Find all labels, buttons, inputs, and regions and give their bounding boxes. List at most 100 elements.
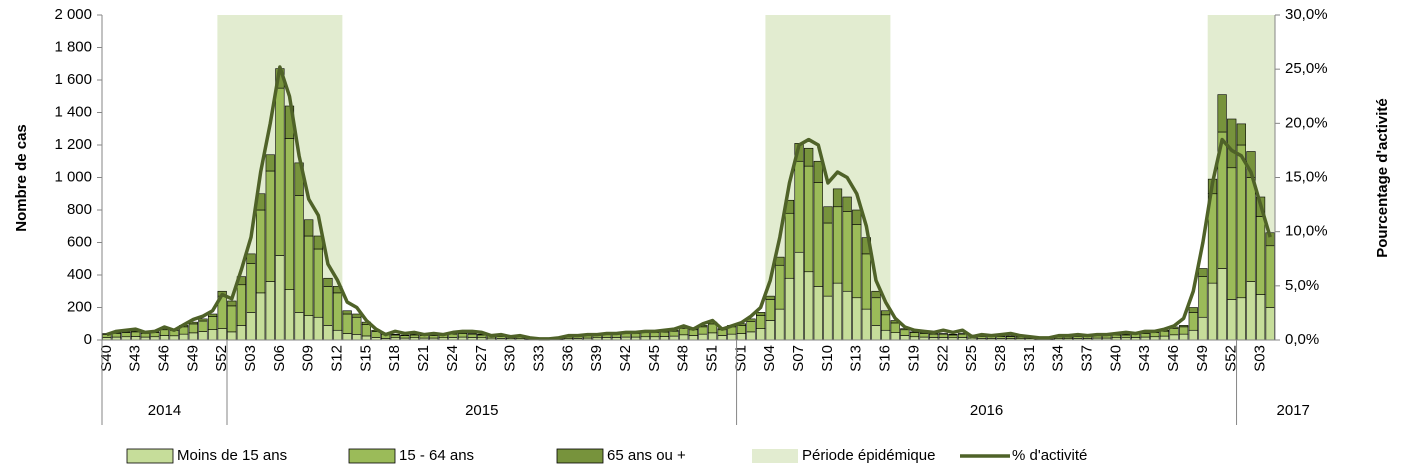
bar-segment <box>1160 331 1169 336</box>
bar-segment <box>814 161 823 182</box>
bar-segment <box>189 324 198 333</box>
bar-segment <box>785 213 794 278</box>
x-tick-label: S30 <box>502 345 519 372</box>
bar-segment <box>1189 330 1198 340</box>
bar-segment <box>670 331 679 336</box>
y-tick-label: 1 800 <box>54 38 92 55</box>
bar-segment <box>881 315 890 330</box>
x-tick-label: S01 <box>732 345 749 372</box>
x-tick-label: S15 <box>357 345 374 372</box>
legend-swatch <box>557 449 603 463</box>
bar-segment <box>901 335 910 340</box>
bar-segment <box>949 334 958 335</box>
y2-tick-label: 25,0% <box>1285 60 1328 77</box>
bar-segment <box>872 291 881 298</box>
bar-segment <box>901 330 910 336</box>
bar-segment <box>1266 308 1275 341</box>
bar-segment <box>1199 269 1208 277</box>
bar-segment <box>862 309 871 340</box>
bar-segment <box>1237 124 1246 145</box>
bar-segment <box>266 282 275 341</box>
bar-segment <box>1160 336 1169 340</box>
bar-segment <box>804 148 813 166</box>
bar-segment <box>324 286 333 325</box>
bar-segment <box>391 335 400 338</box>
bar-segment <box>833 283 842 340</box>
bar-segment <box>237 325 246 340</box>
x-tick-label: S45 <box>646 345 663 372</box>
bar-segment <box>1122 335 1131 338</box>
bar-segment <box>1199 317 1208 340</box>
legend-label: 15 - 64 ans <box>399 447 474 464</box>
bar-segment <box>227 306 236 332</box>
legend-label: 65 ans ou + <box>607 447 686 464</box>
bar-segment <box>699 327 708 334</box>
bar-segment <box>1227 299 1236 340</box>
y-tick-label: 1 400 <box>54 103 92 120</box>
y-tick-label: 800 <box>67 201 92 218</box>
bar-segment <box>852 210 861 225</box>
bar-segment <box>718 335 727 340</box>
y2-tick-label: 10,0% <box>1285 223 1328 240</box>
bar-segment <box>958 334 967 337</box>
bar-segment <box>785 278 794 340</box>
bar-segment <box>747 321 756 332</box>
bar-segment <box>285 290 294 340</box>
legend-label: Moins de 15 ans <box>177 447 287 464</box>
bar-segment <box>776 265 785 309</box>
bar-segment <box>179 334 188 340</box>
bar-segment <box>276 256 285 341</box>
bar-segment <box>804 166 813 272</box>
bar-segment <box>862 254 871 309</box>
bar-segment <box>679 328 688 335</box>
bar-segment <box>872 298 881 326</box>
y2-axis-title: Pourcentage d'activité <box>1374 98 1391 257</box>
y2-tick-label: 20,0% <box>1285 114 1328 131</box>
bar-segment <box>824 296 833 340</box>
bar-segment <box>131 336 140 340</box>
x-tick-label: S07 <box>790 345 807 372</box>
bar-segment <box>343 311 352 314</box>
x-tick-label: S06 <box>271 345 288 372</box>
x-tick-label: S31 <box>1021 345 1038 372</box>
bar-segment <box>208 330 217 340</box>
bar-segment <box>881 311 890 315</box>
x-tick-label: S09 <box>300 345 317 372</box>
bar-segment <box>1218 269 1227 341</box>
bar-segment <box>949 335 958 338</box>
bar-segment <box>208 317 217 330</box>
bar-segment <box>776 309 785 340</box>
bar-segment <box>170 336 179 340</box>
bar-segment <box>199 332 208 340</box>
bar-segment <box>1247 282 1256 341</box>
legend-swatch <box>127 449 173 463</box>
bar-segment <box>227 332 236 340</box>
bar-segment <box>304 220 313 236</box>
bar-segment <box>843 212 852 292</box>
bar-segment <box>1179 334 1188 340</box>
x-tick-label: S46 <box>155 345 172 372</box>
x-tick-label: S51 <box>704 345 721 372</box>
bar-segment <box>766 296 775 299</box>
bar-segment <box>660 336 669 340</box>
y-tick-label: 0 <box>84 331 92 348</box>
bar-segment <box>401 336 410 338</box>
x-tick-label: S46 <box>1165 345 1182 372</box>
bar-segment <box>699 334 708 340</box>
bar-segment <box>1237 298 1246 340</box>
y-tick-label: 200 <box>67 298 92 315</box>
bar-segment <box>651 333 660 337</box>
bar-segment <box>920 334 929 338</box>
bar-segment <box>1179 325 1188 326</box>
bar-segment <box>1179 327 1188 334</box>
x-tick-label: S18 <box>386 345 403 372</box>
x-tick-label: S03 <box>242 345 259 372</box>
x-tick-label: S49 <box>184 345 201 372</box>
year-label: 2017 <box>1277 402 1310 419</box>
bar-segment <box>160 335 169 340</box>
bar-segment <box>737 325 746 333</box>
y2-tick-label: 15,0% <box>1285 168 1328 185</box>
y2-tick-label: 30,0% <box>1285 6 1328 23</box>
bar-segment <box>881 330 890 340</box>
